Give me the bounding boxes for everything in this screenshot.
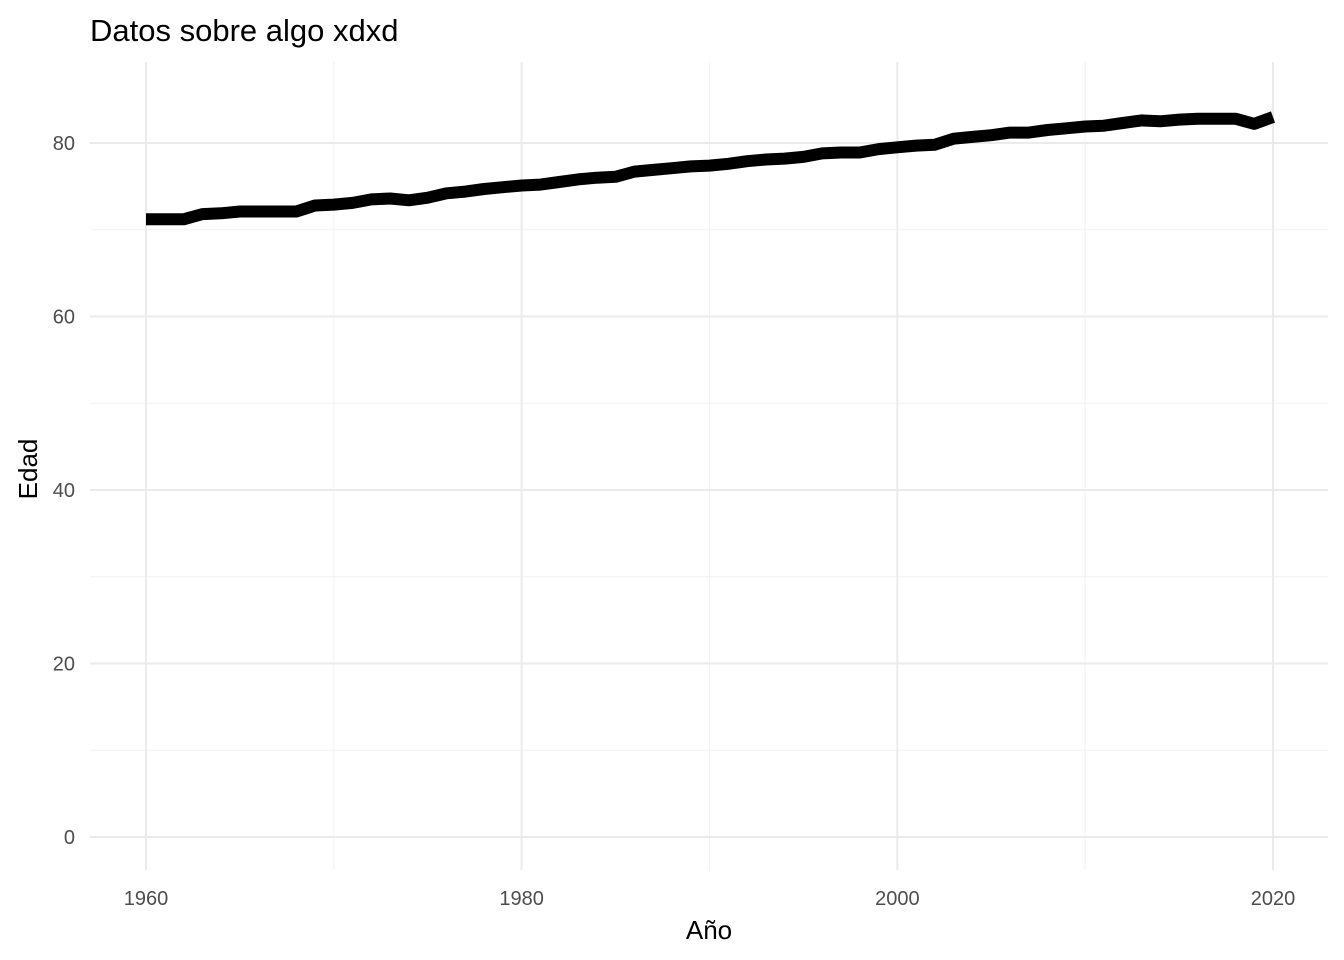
y-axis-title: Edad — [13, 439, 43, 500]
x-tick-label: 2020 — [1251, 888, 1296, 910]
series-group — [146, 111, 1276, 226]
x-tick-labels: 1960 1980 2000 2020 — [124, 888, 1296, 910]
x-tick-label: 1980 — [499, 888, 544, 910]
x-tick-label: 1960 — [124, 888, 169, 910]
y-tick-label: 40 — [53, 480, 75, 502]
major-gridlines — [90, 62, 1328, 870]
y-tick-label: 20 — [53, 654, 75, 676]
y-tick-label: 0 — [64, 827, 75, 849]
y-tick-label: 80 — [53, 133, 75, 155]
x-axis-title: Año — [686, 915, 732, 945]
x-tick-label: 2000 — [875, 888, 920, 910]
y-tick-labels: 0 20 40 60 80 — [53, 133, 75, 849]
y-tick-label: 60 — [53, 307, 75, 329]
chart-title: Datos sobre algo xdxd — [90, 13, 398, 48]
series-line — [146, 111, 1276, 226]
minor-gridlines — [90, 62, 1328, 870]
